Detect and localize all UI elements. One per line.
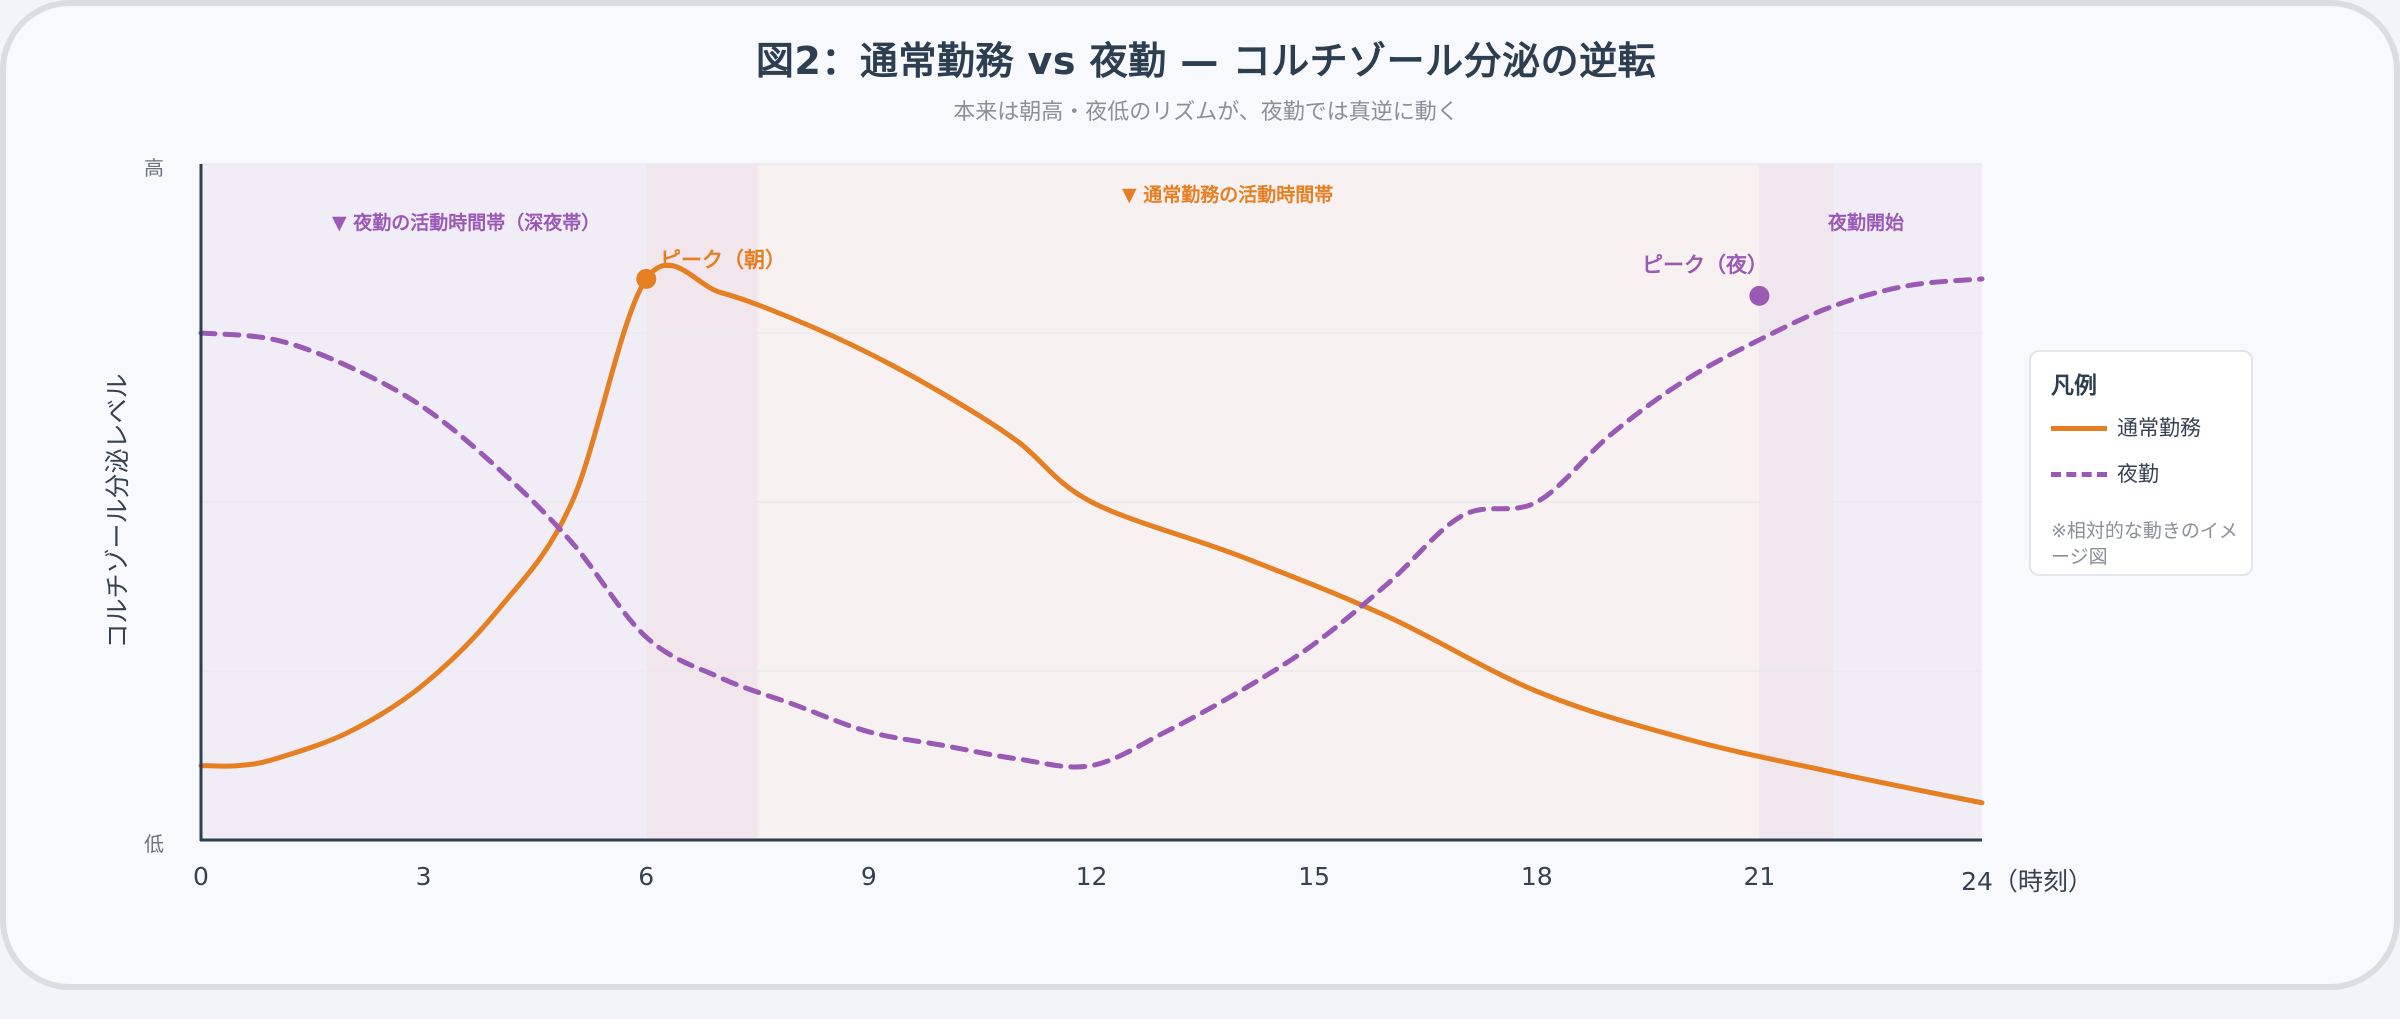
legend-swatch-dashed xyxy=(2051,472,2107,477)
y-tick-high: 高 xyxy=(144,156,164,180)
x-tick-label: 15 xyxy=(1298,862,1331,891)
peak-label-night: ピーク（夜） xyxy=(1642,253,1768,277)
chart-subtitle: 本来は朝高・夜低のリズムが、夜勤では真逆に動く xyxy=(953,100,1459,125)
series-lines xyxy=(198,262,1985,806)
y-tick-low: 低 xyxy=(144,832,164,856)
x-tick-label: 6 xyxy=(638,862,655,891)
legend-title: 凡例 xyxy=(2051,373,2097,399)
legend: 凡例 通常勤務 夜勤 ※相対的な動きのイメージ図 xyxy=(2029,350,2253,576)
chart-plot xyxy=(198,163,1985,842)
chart-card: 図2：通常勤務 vs 夜勤 — コルチゾール分泌の逆転 本来は朝高・夜低のリズム… xyxy=(0,0,2400,990)
x-tick-label: 9 xyxy=(860,862,877,891)
chart-title: 図2：通常勤務 vs 夜勤 — コルチゾール分泌の逆転 xyxy=(755,39,1657,83)
peak-label-morning: ピーク（朝） xyxy=(660,248,786,272)
legend-item-day: 通常勤務 xyxy=(2051,412,2251,442)
legend-label-day: 通常勤務 xyxy=(2117,416,2201,440)
legend-note: ※相対的な動きのイメージ図 xyxy=(2051,520,2238,568)
legend-item-night: 夜勤 xyxy=(2051,458,2251,488)
x-tick-label: 24（時刻） xyxy=(1961,867,2093,896)
series-line-night xyxy=(198,276,1985,770)
x-tick-label: 12 xyxy=(1075,862,1108,891)
y-axis-title: コルチゾール分泌レベル xyxy=(103,373,132,649)
x-tick-label: 18 xyxy=(1520,862,1553,891)
peak-marker-morning xyxy=(636,268,657,289)
zone-label-day-activity: ▼ 通常勤務の活動時間帯 xyxy=(1122,184,1334,206)
legend-label-night: 夜勤 xyxy=(2117,462,2159,486)
axes xyxy=(199,164,1982,842)
x-tick-label: 0 xyxy=(193,862,209,891)
x-tick-label: 3 xyxy=(415,862,432,891)
zone-label-night-start: 夜勤開始 xyxy=(1828,212,1905,234)
peak-marker-night xyxy=(1749,285,1770,306)
x-tick-label: 21 xyxy=(1743,862,1776,891)
series-line-day xyxy=(198,262,1985,806)
legend-swatch-solid xyxy=(2051,426,2107,431)
peak-markers xyxy=(636,268,1770,306)
zone-label-night-activity: ▼ 夜勤の活動時間帯（深夜帯） xyxy=(332,212,601,234)
